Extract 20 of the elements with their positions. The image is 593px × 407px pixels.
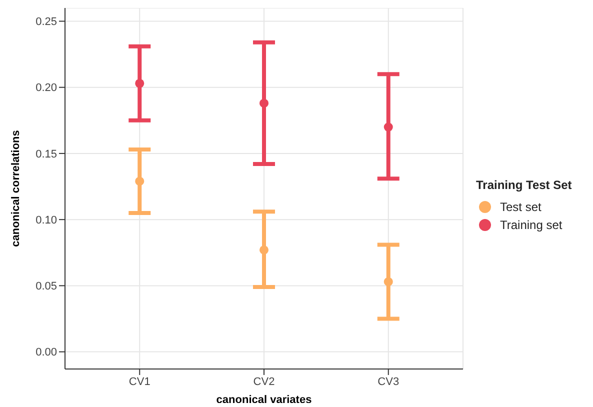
point — [384, 122, 393, 132]
point — [384, 277, 393, 286]
y-tick-label: 0.15 — [36, 148, 57, 160]
point — [135, 78, 144, 88]
x-tick-label: CV3 — [378, 376, 400, 388]
legend-label: Training set — [500, 218, 562, 232]
y-tick-label: 0.05 — [36, 280, 57, 293]
y-tick-label: 0.10 — [36, 214, 57, 226]
point — [259, 245, 269, 254]
legend-title: Training Test Set — [476, 178, 572, 192]
x-axis-title: canonical variates — [216, 394, 312, 406]
y-tick-label: 0.25 — [36, 16, 57, 28]
x-tick-label: CV1 — [128, 376, 150, 388]
point — [259, 98, 269, 108]
x-tick-label: CV2 — [253, 376, 275, 388]
y-tick-label: 0.20 — [36, 82, 57, 94]
point — [135, 176, 144, 186]
y-axis-title: canonical correlations — [10, 130, 22, 247]
legend-label: Test set — [500, 200, 542, 214]
y-tick-label: 0.00 — [36, 346, 57, 359]
